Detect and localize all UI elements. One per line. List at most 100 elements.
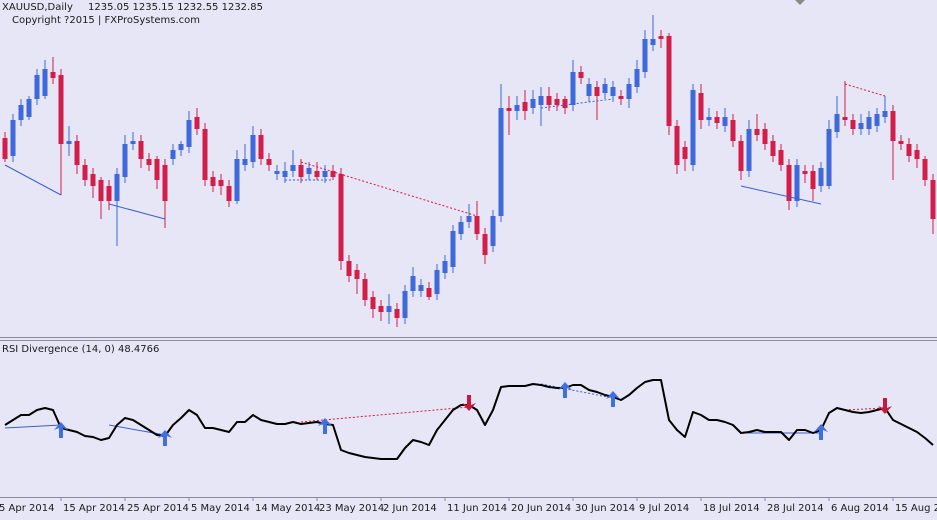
sell-arrow bbox=[878, 398, 892, 414]
candle-body bbox=[538, 96, 544, 105]
candle-body bbox=[18, 105, 24, 120]
candle-body bbox=[402, 291, 408, 318]
candle-body bbox=[50, 72, 56, 78]
candle-body bbox=[186, 120, 192, 147]
candle-body bbox=[162, 165, 168, 201]
candle-body bbox=[658, 36, 664, 39]
x-tick-label: 15 Apr 2014 bbox=[63, 503, 125, 514]
divergence-line bbox=[300, 406, 470, 423]
candle-body bbox=[146, 159, 152, 165]
divergence-line bbox=[108, 203, 166, 220]
candle-body bbox=[370, 297, 376, 309]
candle-body bbox=[202, 129, 208, 180]
candle-body bbox=[130, 141, 136, 144]
candle-body bbox=[346, 261, 352, 276]
candle-body bbox=[426, 288, 432, 297]
candle-body bbox=[298, 165, 304, 177]
candle-body bbox=[570, 72, 576, 105]
candle-body bbox=[746, 129, 752, 171]
candle-body bbox=[194, 117, 200, 129]
candle-body bbox=[98, 180, 104, 201]
divergence-line bbox=[844, 407, 886, 411]
x-tick-label: 9 Jul 2014 bbox=[639, 503, 689, 514]
candle-body bbox=[266, 159, 272, 165]
divergence-line bbox=[740, 185, 822, 205]
candle-body bbox=[66, 141, 72, 144]
sell-arrow bbox=[462, 395, 476, 411]
candle-body bbox=[626, 84, 632, 99]
candle-body bbox=[762, 129, 768, 144]
candle-body bbox=[738, 141, 744, 171]
candle-body bbox=[730, 120, 736, 141]
candle-body bbox=[338, 174, 344, 261]
candle-body bbox=[674, 126, 680, 165]
candle-body bbox=[154, 159, 160, 180]
candle-body bbox=[618, 96, 624, 99]
candle-body bbox=[2, 138, 8, 159]
candle-body bbox=[122, 144, 128, 177]
candle-body bbox=[442, 261, 448, 273]
candle-body bbox=[530, 99, 536, 108]
candle-body bbox=[914, 150, 920, 159]
buy-arrow bbox=[158, 430, 172, 446]
candle-body bbox=[602, 84, 608, 93]
candle-body bbox=[234, 159, 240, 201]
candle-body bbox=[362, 279, 368, 300]
x-tick-label: 30 Jun 2014 bbox=[575, 503, 635, 514]
candle-body bbox=[698, 93, 704, 120]
candle-body bbox=[306, 168, 312, 174]
candle-body bbox=[866, 117, 872, 129]
candle-body bbox=[274, 171, 280, 174]
candle-body bbox=[802, 171, 808, 174]
candle-body bbox=[242, 159, 248, 165]
x-tick-label: 25 Apr 2014 bbox=[127, 503, 189, 514]
candle-body bbox=[642, 39, 648, 72]
candle-body bbox=[810, 171, 816, 189]
candle-body bbox=[586, 84, 592, 96]
candle-body bbox=[682, 147, 688, 159]
candle-body bbox=[666, 36, 672, 126]
candle-body bbox=[218, 180, 224, 186]
quote: 1235.05 1235.15 1232.55 1232.85 bbox=[88, 2, 263, 13]
candle-body bbox=[226, 186, 232, 201]
candle-body bbox=[610, 87, 616, 96]
buy-arrow bbox=[54, 422, 68, 438]
candle-body bbox=[490, 216, 496, 246]
candle-body bbox=[450, 231, 456, 267]
candle-body bbox=[722, 117, 728, 126]
candle-body bbox=[786, 165, 792, 201]
buy-arrow bbox=[606, 391, 620, 407]
candle-body bbox=[466, 216, 472, 222]
x-tick-label: 28 Jul 2014 bbox=[767, 503, 824, 514]
candle-body bbox=[634, 69, 640, 87]
candle-body bbox=[314, 171, 320, 177]
candle-body bbox=[282, 171, 288, 177]
candle-body bbox=[778, 150, 784, 165]
candle-body bbox=[498, 108, 504, 216]
candle-body bbox=[818, 168, 824, 186]
candle-body bbox=[906, 144, 912, 156]
candle-body bbox=[922, 159, 928, 180]
candle-body bbox=[10, 120, 16, 156]
candle-body bbox=[42, 69, 48, 96]
candle-body bbox=[250, 135, 256, 162]
candle-body bbox=[594, 87, 600, 96]
candle-body bbox=[74, 141, 80, 165]
x-tick-label: 6 Aug 2014 bbox=[831, 503, 889, 514]
chart-shift-marker bbox=[795, 0, 805, 5]
candle-body bbox=[418, 285, 424, 291]
candle-body bbox=[210, 177, 216, 186]
candle-body bbox=[514, 105, 520, 111]
candle-body bbox=[826, 129, 832, 186]
x-tick-label: 11 Jun 2014 bbox=[447, 503, 507, 514]
candle-body bbox=[378, 306, 384, 312]
candle-body bbox=[26, 99, 32, 117]
x-tick-label: 15 Aug 2014 bbox=[895, 503, 937, 514]
candle-body bbox=[890, 111, 896, 141]
chart-title: XAUUSD,Daily bbox=[2, 2, 73, 13]
candle-body bbox=[434, 270, 440, 294]
candle-body bbox=[882, 111, 888, 117]
x-tick-label: 5 May 2014 bbox=[191, 503, 250, 514]
candle-body bbox=[506, 108, 512, 111]
